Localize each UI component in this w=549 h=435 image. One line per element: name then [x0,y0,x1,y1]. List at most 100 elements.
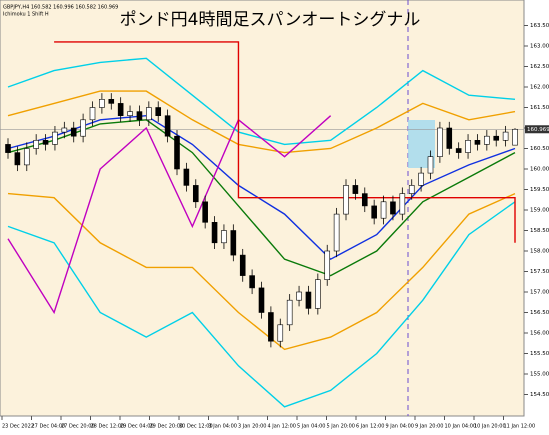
indicator-line [7,90,516,154]
candle-body [286,299,293,326]
x-tick-label: 3 Jan 04:00 [209,424,237,430]
y-tick-label: 156.500 [530,310,549,316]
candle-body [465,140,471,153]
candle-body [315,279,321,309]
price-tag: 160.969 [527,127,549,133]
candle-body [324,250,331,281]
indicator-line [7,115,332,315]
plot-area [0,0,525,417]
candle-body [230,230,237,256]
x-tick-label: 10 Jan 20:00 [474,424,506,430]
candle-body [14,152,21,166]
y-tick-label: 160.500 [530,146,549,152]
x-tick-label: 5 Jan 20:00 [327,424,355,430]
candle-body [371,205,377,219]
candle-body [61,127,68,133]
candle-body [174,135,180,170]
x-tick-label: 23 Dec 2022 [2,424,34,430]
candle-body [455,148,462,153]
y-tick-label: 155.000 [530,372,549,378]
candle-body [70,127,77,137]
x-tick-label: 28 Dec 12:00 [91,424,125,430]
y-tick-label: 162.500 [530,64,549,70]
candle-body [408,185,415,194]
candle-body [352,185,359,194]
candle-body [52,131,58,145]
indicator-line [54,41,516,243]
candle-body [80,119,86,137]
indicator-line [7,201,516,408]
candle-body [277,324,284,342]
y-tick-label: 161.500 [530,105,549,111]
x-tick-label: 29 Dec 04:00 [120,424,154,430]
candle-body [512,128,518,146]
candle-body [437,127,443,158]
candle-body [399,193,406,215]
candle-body [305,291,312,309]
candle-body [296,291,302,301]
candle-body [484,135,490,145]
candle-body [502,131,509,141]
candle-body [258,287,265,313]
candle-body [211,222,218,244]
candle-body [202,201,208,223]
x-tick-label: 30 Dec 12:00 [179,424,213,430]
candle-body [380,201,387,219]
candle-body [493,135,500,141]
candle-body [239,254,246,276]
candle-body [183,168,190,186]
header: GBPJPY,H4 160.582 160.996 160.582 160.96… [3,5,118,11]
x-tick-label: 9 Jan 04:00 [386,424,414,430]
candle-body [418,172,424,186]
candle-body [333,213,340,252]
candle-body [23,148,30,166]
y-tick-label: 157.500 [530,269,549,275]
y-tick-label: 162.000 [530,85,549,91]
x-tick-label: 10 Jan 04:00 [445,424,477,430]
candle-body [361,193,368,207]
candle-body [390,201,396,215]
y-tick-label: 158.500 [530,228,549,234]
candle-body [249,275,255,289]
candle-body [164,115,171,137]
x-tick-label: 9 Jan 20:00 [415,424,443,430]
y-tick-label: 159.500 [530,187,549,193]
candle-body [89,107,96,121]
x-tick-label: 6 Jan 12:00 [356,424,384,430]
x-tick-label: 11 Jan 12:00 [504,424,536,430]
x-tick-label: 27 Dec 04:00 [32,424,66,430]
indicator-line [7,192,516,351]
x-tick-label: 27 Dec 20:00 [61,424,95,430]
y-tick-label: 155.500 [530,351,549,357]
y-tick-label: 154.500 [530,392,549,398]
candle-body [117,103,124,117]
x-tick-label: 4 Jan 12:00 [268,424,296,430]
candle-body [474,140,481,145]
y-tick-label: 156.000 [530,331,549,337]
candle-body [5,144,11,153]
y-tick-label: 160.000 [530,167,549,173]
candle-body [192,185,199,203]
y-tick-label: 157.000 [530,290,549,296]
price-tag-bg [525,125,549,134]
candle-body [42,140,49,145]
x-tick-label: 3 Jan 20:00 [238,424,266,430]
candle-body [268,312,274,342]
x-tick-label: 29 Dec 20:00 [150,424,184,430]
candle-body [99,99,105,108]
candle-body [155,107,162,116]
candle-body [146,107,152,121]
x-tick-label: 5 Jan 04:00 [297,424,325,430]
chart-title: ポンド円4時間足スパンオートシグナル [120,10,421,30]
candle-body [343,185,349,215]
candle-body [108,99,115,104]
candle-body [136,111,143,121]
y-tick-label: 163.000 [530,44,549,50]
candle-body [127,111,133,116]
candle-body [446,127,453,149]
y-tick-label: 163.500 [530,23,549,29]
subheader: Ichimoku 1 Shift H [3,12,49,18]
candle-body [33,140,39,149]
y-tick-label: 159.000 [530,208,549,214]
